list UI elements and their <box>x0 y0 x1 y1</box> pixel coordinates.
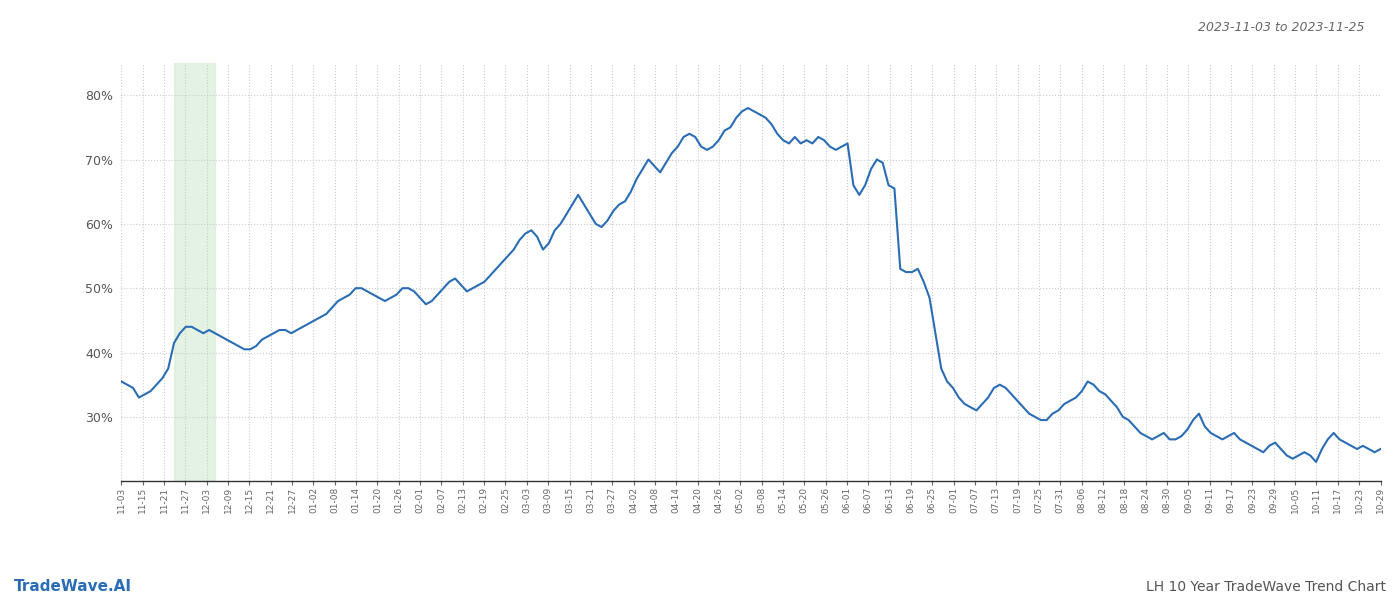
Text: LH 10 Year TradeWave Trend Chart: LH 10 Year TradeWave Trend Chart <box>1147 580 1386 594</box>
Text: TradeWave.AI: TradeWave.AI <box>14 579 132 594</box>
Bar <box>174 63 216 481</box>
Text: 2023-11-03 to 2023-11-25: 2023-11-03 to 2023-11-25 <box>1198 21 1365 34</box>
